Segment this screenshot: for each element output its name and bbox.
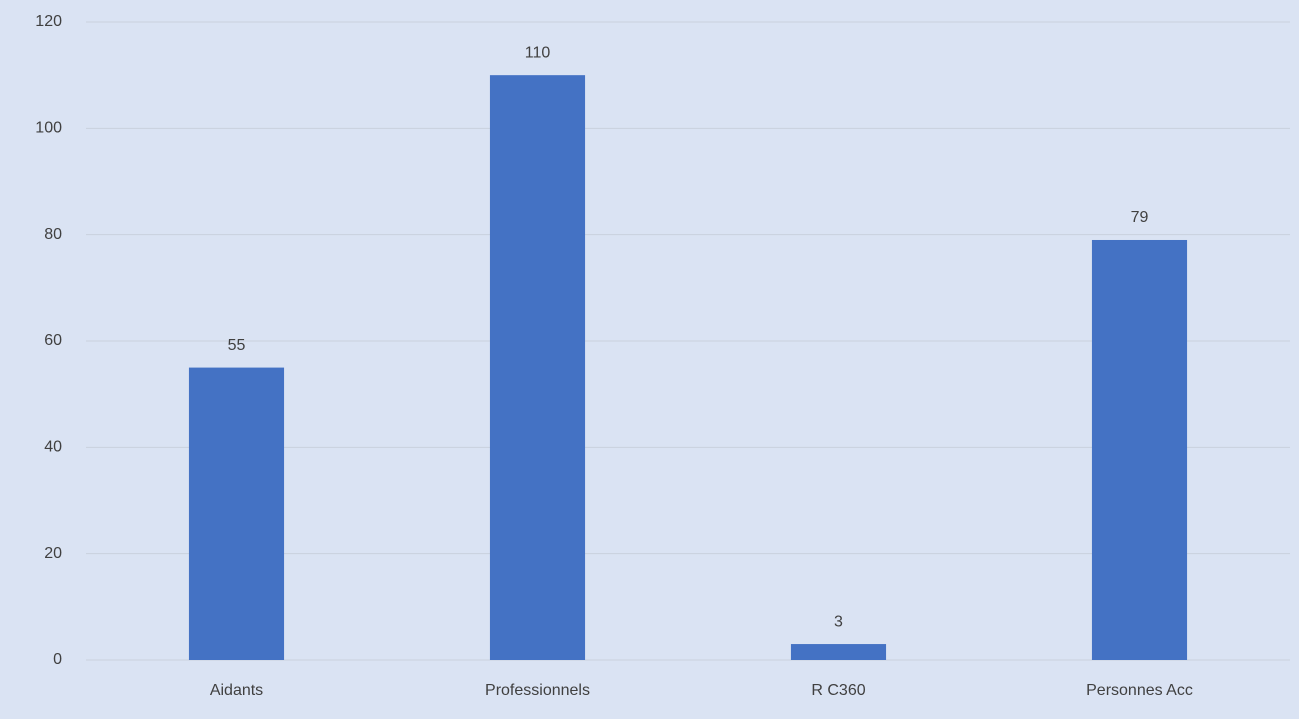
bar — [188, 367, 285, 660]
y-tick-label: 20 — [44, 545, 62, 562]
data-label: 79 — [1131, 209, 1149, 226]
x-tick-label: R C360 — [811, 682, 865, 699]
y-tick-label: 120 — [35, 13, 62, 30]
y-tick-label: 80 — [44, 226, 62, 243]
data-label: 3 — [834, 613, 843, 630]
bar — [1091, 239, 1188, 660]
x-tick-label: Professionnels — [485, 682, 590, 699]
data-label: 55 — [228, 337, 246, 354]
x-tick-label: Personnes Acc — [1086, 682, 1193, 699]
y-tick-label: 0 — [53, 651, 62, 668]
y-tick-label: 60 — [44, 332, 62, 349]
data-label: 110 — [525, 44, 551, 61]
bar — [489, 75, 586, 660]
x-tick-label: Aidants — [210, 682, 263, 699]
bar — [790, 644, 887, 660]
y-tick-label: 40 — [44, 439, 62, 456]
y-tick-label: 100 — [35, 120, 62, 137]
